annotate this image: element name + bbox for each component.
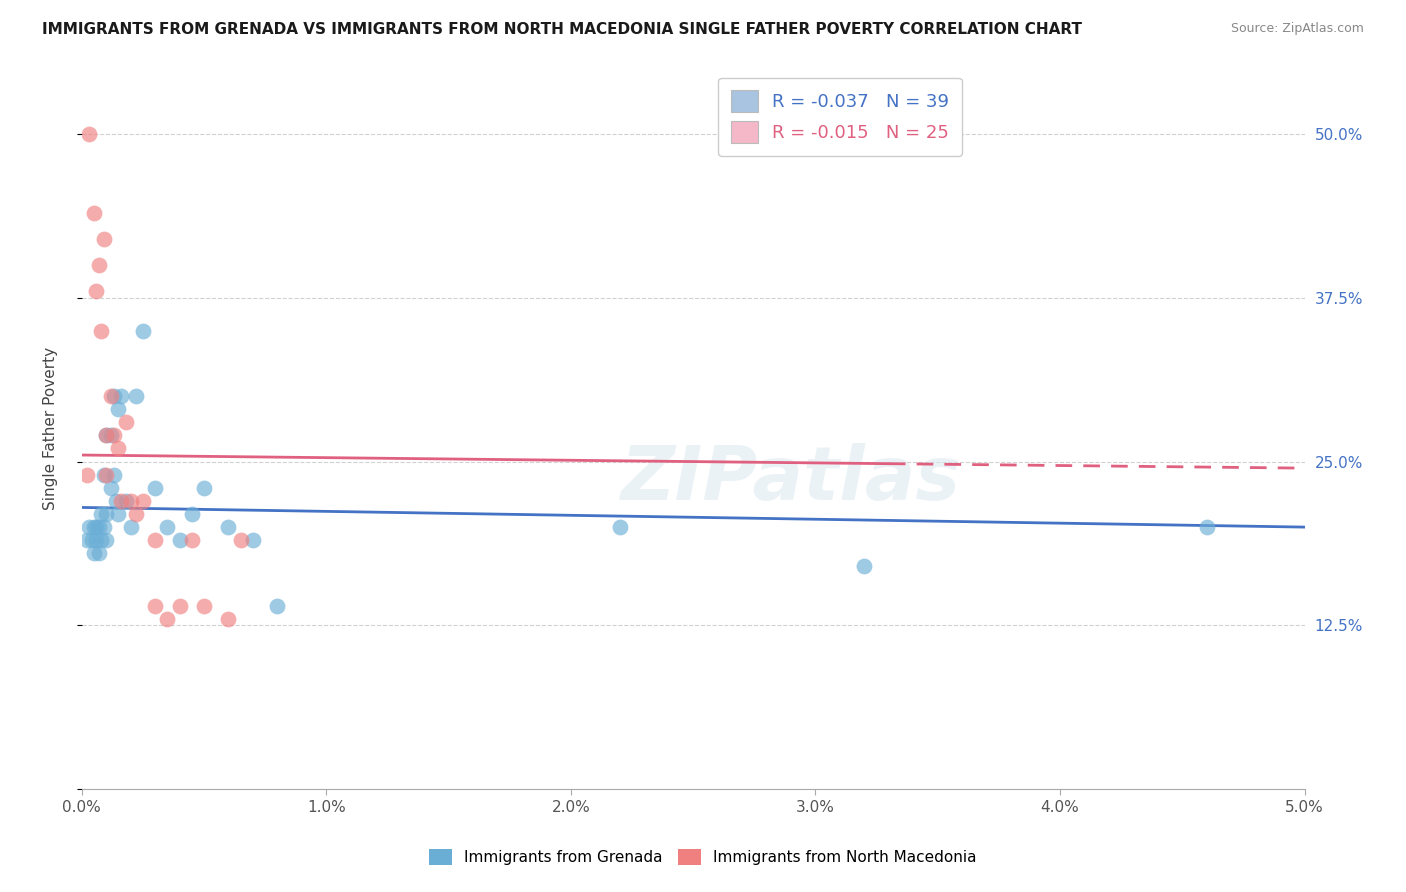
Legend: Immigrants from Grenada, Immigrants from North Macedonia: Immigrants from Grenada, Immigrants from… — [423, 843, 983, 871]
Point — [103, 467, 125, 482]
Point — [77, 127, 100, 141]
Point — [77, 520, 100, 534]
Point — [107, 442, 129, 456]
Point — [169, 599, 191, 613]
Point — [193, 599, 215, 613]
Point — [76, 533, 98, 548]
Point — [90, 507, 112, 521]
Point — [86, 533, 108, 548]
Point — [103, 428, 125, 442]
Point — [156, 520, 179, 534]
Point — [1195, 520, 1218, 534]
Point — [87, 258, 110, 272]
Point — [93, 232, 115, 246]
Point — [609, 520, 631, 534]
Point — [132, 494, 155, 508]
Point — [156, 612, 179, 626]
Point — [100, 389, 122, 403]
Point — [83, 520, 105, 534]
Point — [193, 481, 215, 495]
Point — [96, 428, 118, 442]
Point — [100, 428, 122, 442]
Point — [76, 467, 98, 482]
Y-axis label: Single Father Poverty: Single Father Poverty — [44, 347, 58, 510]
Point — [218, 520, 240, 534]
Point — [180, 533, 202, 548]
Point — [124, 507, 146, 521]
Point — [96, 428, 118, 442]
Point — [218, 612, 240, 626]
Point — [120, 494, 142, 508]
Point — [853, 559, 876, 574]
Point — [180, 507, 202, 521]
Point — [96, 507, 118, 521]
Point — [107, 507, 129, 521]
Point — [132, 324, 155, 338]
Point — [143, 481, 166, 495]
Point — [114, 415, 136, 429]
Point — [169, 533, 191, 548]
Legend: R = -0.037   N = 39, R = -0.015   N = 25: R = -0.037 N = 39, R = -0.015 N = 25 — [718, 78, 962, 156]
Point — [124, 389, 146, 403]
Point — [114, 494, 136, 508]
Point — [103, 389, 125, 403]
Text: IMMIGRANTS FROM GRENADA VS IMMIGRANTS FROM NORTH MACEDONIA SINGLE FATHER POVERTY: IMMIGRANTS FROM GRENADA VS IMMIGRANTS FR… — [42, 22, 1083, 37]
Point — [83, 546, 105, 560]
Point — [120, 520, 142, 534]
Point — [87, 546, 110, 560]
Point — [86, 520, 108, 534]
Point — [104, 494, 127, 508]
Point — [266, 599, 288, 613]
Point — [143, 533, 166, 548]
Point — [229, 533, 252, 548]
Point — [90, 533, 112, 548]
Point — [86, 285, 108, 299]
Point — [107, 402, 129, 417]
Text: ZIPatlas: ZIPatlas — [621, 442, 962, 516]
Point — [96, 533, 118, 548]
Point — [80, 533, 103, 548]
Point — [87, 520, 110, 534]
Point — [93, 520, 115, 534]
Point — [242, 533, 264, 548]
Point — [110, 389, 132, 403]
Point — [83, 205, 105, 219]
Point — [96, 467, 118, 482]
Point — [110, 494, 132, 508]
Point — [93, 467, 115, 482]
Point — [100, 481, 122, 495]
Point — [143, 599, 166, 613]
Text: Source: ZipAtlas.com: Source: ZipAtlas.com — [1230, 22, 1364, 36]
Point — [90, 324, 112, 338]
